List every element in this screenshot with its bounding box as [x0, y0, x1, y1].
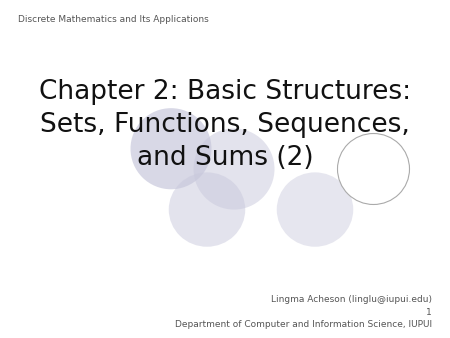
Text: Chapter 2: Basic Structures:
Sets, Functions, Sequences,
and Sums (2): Chapter 2: Basic Structures: Sets, Funct… — [39, 79, 411, 171]
Text: 1: 1 — [426, 308, 432, 317]
Ellipse shape — [130, 108, 212, 189]
Ellipse shape — [277, 172, 353, 247]
Text: Department of Computer and Information Science, IUPUI: Department of Computer and Information S… — [175, 320, 432, 329]
Ellipse shape — [194, 128, 274, 210]
Text: Discrete Mathematics and Its Applications: Discrete Mathematics and Its Application… — [18, 15, 209, 24]
Ellipse shape — [169, 172, 245, 247]
Ellipse shape — [338, 134, 410, 204]
Text: Lingma Acheson (linglu@iupui.edu): Lingma Acheson (linglu@iupui.edu) — [271, 295, 432, 304]
